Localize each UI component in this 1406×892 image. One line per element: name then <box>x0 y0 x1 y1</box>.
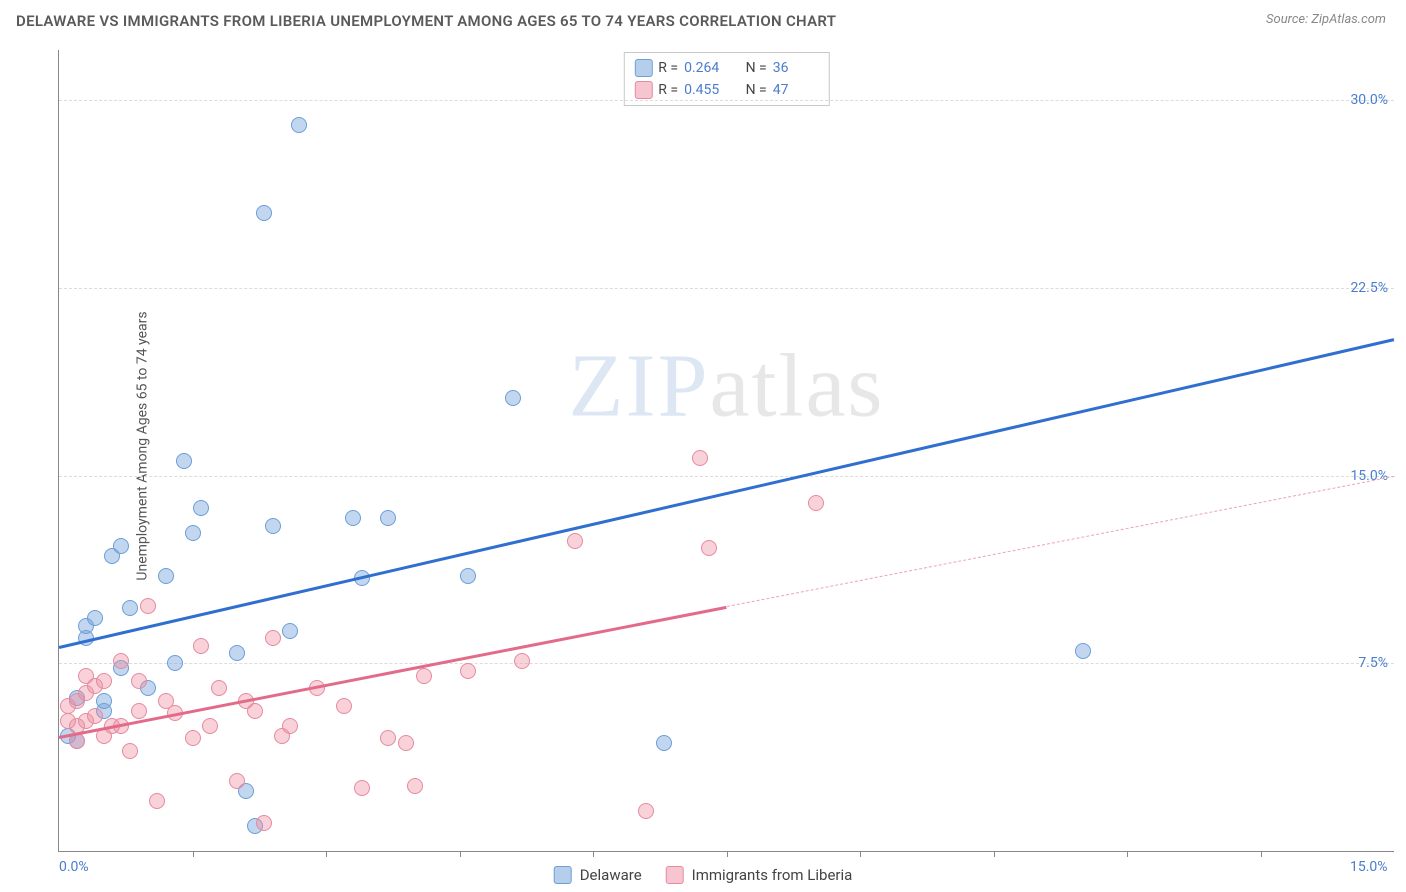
legend-label: Immigrants from Liberia <box>692 866 853 884</box>
gridline <box>59 288 1394 289</box>
n-value: 36 <box>773 60 819 76</box>
data-point <box>131 703 147 719</box>
data-point <box>265 630 281 646</box>
n-label: N = <box>746 82 767 98</box>
data-point <box>701 540 717 556</box>
data-point <box>808 495 824 511</box>
correlation-legend: R = 0.264 N = 36 R = 0.455 N = 47 <box>623 52 829 106</box>
gridline <box>59 663 1394 664</box>
data-point <box>87 708 103 724</box>
data-point <box>202 718 218 734</box>
watermark-atlas: atlas <box>710 337 885 436</box>
data-point <box>398 735 414 751</box>
data-point <box>416 668 432 684</box>
r-label: R = <box>658 82 678 98</box>
data-point <box>211 680 227 696</box>
data-point <box>176 453 192 469</box>
source-label: Source: ZipAtlas.com <box>1266 12 1386 27</box>
r-label: R = <box>658 60 678 76</box>
data-point <box>158 568 174 584</box>
trend-line <box>59 338 1395 649</box>
swatch-icon <box>554 866 572 884</box>
data-point <box>291 117 307 133</box>
data-point <box>167 655 183 671</box>
data-point <box>380 730 396 746</box>
swatch-icon <box>666 866 684 884</box>
gridline <box>59 476 1394 477</box>
data-point <box>256 815 272 831</box>
x-tick-mark <box>193 851 194 857</box>
data-point <box>380 510 396 526</box>
x-tick-mark <box>593 851 594 857</box>
legend-item: Immigrants from Liberia <box>666 866 853 884</box>
y-tick-label: 7.5% <box>1358 655 1388 671</box>
legend-item: Delaware <box>554 866 642 884</box>
chart-title: DELAWARE VS IMMIGRANTS FROM LIBERIA UNEM… <box>16 12 836 30</box>
data-point <box>193 638 209 654</box>
data-point <box>122 743 138 759</box>
data-point <box>336 698 352 714</box>
data-point <box>229 645 245 661</box>
trend-line <box>726 476 1394 607</box>
chart-container: ZIPatlas R = 0.264 N = 36 R = 0.455 N = … <box>50 50 1394 852</box>
data-point <box>229 773 245 789</box>
legend-row: R = 0.455 N = 47 <box>634 79 818 101</box>
data-point <box>256 205 272 221</box>
data-point <box>96 673 112 689</box>
watermark-zip: ZIP <box>569 337 710 436</box>
data-point <box>247 703 263 719</box>
data-point <box>193 500 209 516</box>
series-legend: Delaware Immigrants from Liberia <box>554 866 853 884</box>
x-tick-label: 15.0% <box>1350 859 1388 875</box>
data-point <box>505 390 521 406</box>
data-point <box>149 793 165 809</box>
data-point <box>282 718 298 734</box>
title-bar: DELAWARE VS IMMIGRANTS FROM LIBERIA UNEM… <box>0 0 1406 38</box>
data-point <box>282 623 298 639</box>
r-value: 0.264 <box>684 60 730 76</box>
x-tick-mark <box>1261 851 1262 857</box>
legend-label: Delaware <box>580 866 642 884</box>
y-tick-label: 30.0% <box>1350 92 1388 108</box>
data-point <box>265 518 281 534</box>
x-tick-label: 0.0% <box>59 859 89 875</box>
legend-row: R = 0.264 N = 36 <box>634 57 818 79</box>
data-point <box>1075 643 1091 659</box>
r-value: 0.455 <box>684 82 730 98</box>
data-point <box>354 780 370 796</box>
data-point <box>638 803 654 819</box>
data-point <box>692 450 708 466</box>
swatch-icon <box>634 81 652 99</box>
data-point <box>131 673 147 689</box>
n-value: 47 <box>773 82 819 98</box>
data-point <box>140 598 156 614</box>
n-label: N = <box>746 60 767 76</box>
data-point <box>87 610 103 626</box>
data-point <box>122 600 138 616</box>
plot-area: ZIPatlas R = 0.264 N = 36 R = 0.455 N = … <box>58 50 1394 852</box>
data-point <box>185 525 201 541</box>
x-tick-mark <box>994 851 995 857</box>
data-point <box>345 510 361 526</box>
x-tick-mark <box>1127 851 1128 857</box>
swatch-icon <box>634 59 652 77</box>
data-point <box>460 663 476 679</box>
data-point <box>567 533 583 549</box>
data-point <box>96 693 112 709</box>
data-point <box>514 653 530 669</box>
x-tick-mark <box>727 851 728 857</box>
data-point <box>113 538 129 554</box>
data-point <box>407 778 423 794</box>
data-point <box>113 653 129 669</box>
gridline <box>59 100 1394 101</box>
x-tick-mark <box>860 851 861 857</box>
watermark: ZIPatlas <box>569 335 885 438</box>
x-tick-mark <box>460 851 461 857</box>
x-tick-mark <box>326 851 327 857</box>
data-point <box>656 735 672 751</box>
y-tick-label: 22.5% <box>1350 280 1388 296</box>
data-point <box>460 568 476 584</box>
data-point <box>185 730 201 746</box>
